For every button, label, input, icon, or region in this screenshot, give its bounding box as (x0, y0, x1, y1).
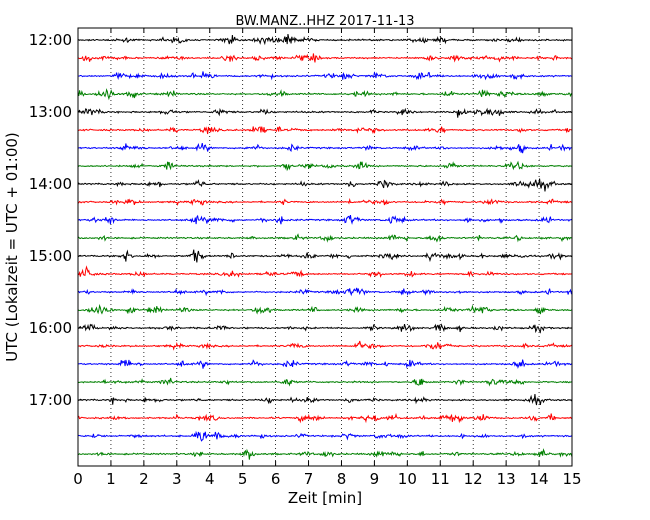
plot-frame (77, 27, 573, 467)
seismic-trace (77, 53, 573, 63)
trace-group (77, 33, 573, 460)
seismic-trace (77, 107, 573, 118)
y-tick-label: 12:00 (29, 31, 72, 49)
seismic-trace (77, 214, 573, 225)
seismic-trace (77, 265, 573, 278)
seismic-trace (77, 125, 573, 135)
seismic-trace (77, 448, 573, 460)
seismic-trace (77, 340, 573, 351)
x-tick-label: 10 (398, 470, 417, 488)
y-tick-label: 15:00 (29, 247, 72, 265)
x-tick-label: 11 (431, 470, 450, 488)
x-tick-label: 8 (337, 470, 347, 488)
y-tick-label: 13:00 (29, 103, 72, 121)
seismic-trace (77, 393, 573, 406)
seismic-trace (77, 71, 573, 81)
seismic-trace (77, 33, 573, 46)
seismic-trace (77, 303, 573, 315)
x-tick-label: 6 (271, 470, 281, 488)
x-tick-label: 1 (106, 470, 116, 488)
chart-title: BW.MANZ..HHZ 2017-11-13 (235, 14, 414, 29)
x-tick-label: 4 (205, 470, 215, 488)
x-tick-label: 15 (562, 470, 581, 488)
y-tick-label: 17:00 (29, 391, 72, 409)
x-tick-label: 0 (73, 470, 83, 488)
y-tick-label: 16:00 (29, 319, 72, 337)
seismic-trace (77, 412, 573, 424)
x-tick-label: 2 (139, 470, 149, 488)
x-tick-label: 9 (370, 470, 380, 488)
seismic-trace (77, 233, 573, 243)
x-tick-label: 13 (497, 470, 516, 488)
x-tick-label: 12 (464, 470, 483, 488)
x-axis: 0 1 2 3 4 5 6 7 8 9 10 11 12 13 14 15 (73, 28, 582, 488)
seismic-trace (77, 249, 573, 263)
seismic-trace (77, 88, 573, 101)
x-tick-label: 3 (172, 470, 182, 488)
seismic-trace (77, 359, 573, 369)
seismic-trace (77, 197, 573, 206)
seismic-trace (77, 142, 573, 154)
x-axis-label: Zeit [min] (288, 489, 362, 507)
x-tick-label: 5 (238, 470, 248, 488)
seismic-trace (77, 377, 573, 387)
seismic-trace (77, 287, 573, 297)
y-axis: 12:00 13:00 14:00 15:00 16:00 17:00 (29, 31, 572, 409)
seismic-trace (77, 160, 573, 172)
seismic-trace (78, 323, 573, 334)
seismic-trace (77, 430, 573, 442)
seismic-trace (77, 178, 573, 192)
x-tick-label: 14 (530, 470, 549, 488)
y-tick-label: 14:00 (29, 175, 72, 193)
y-axis-label: UTC (Lokalzeit = UTC + 01:00) (3, 132, 21, 362)
x-tick-label: 7 (304, 470, 314, 488)
